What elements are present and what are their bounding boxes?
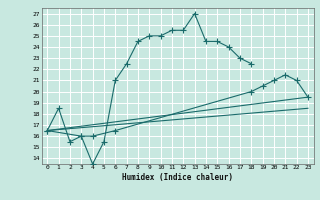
X-axis label: Humidex (Indice chaleur): Humidex (Indice chaleur) xyxy=(122,173,233,182)
